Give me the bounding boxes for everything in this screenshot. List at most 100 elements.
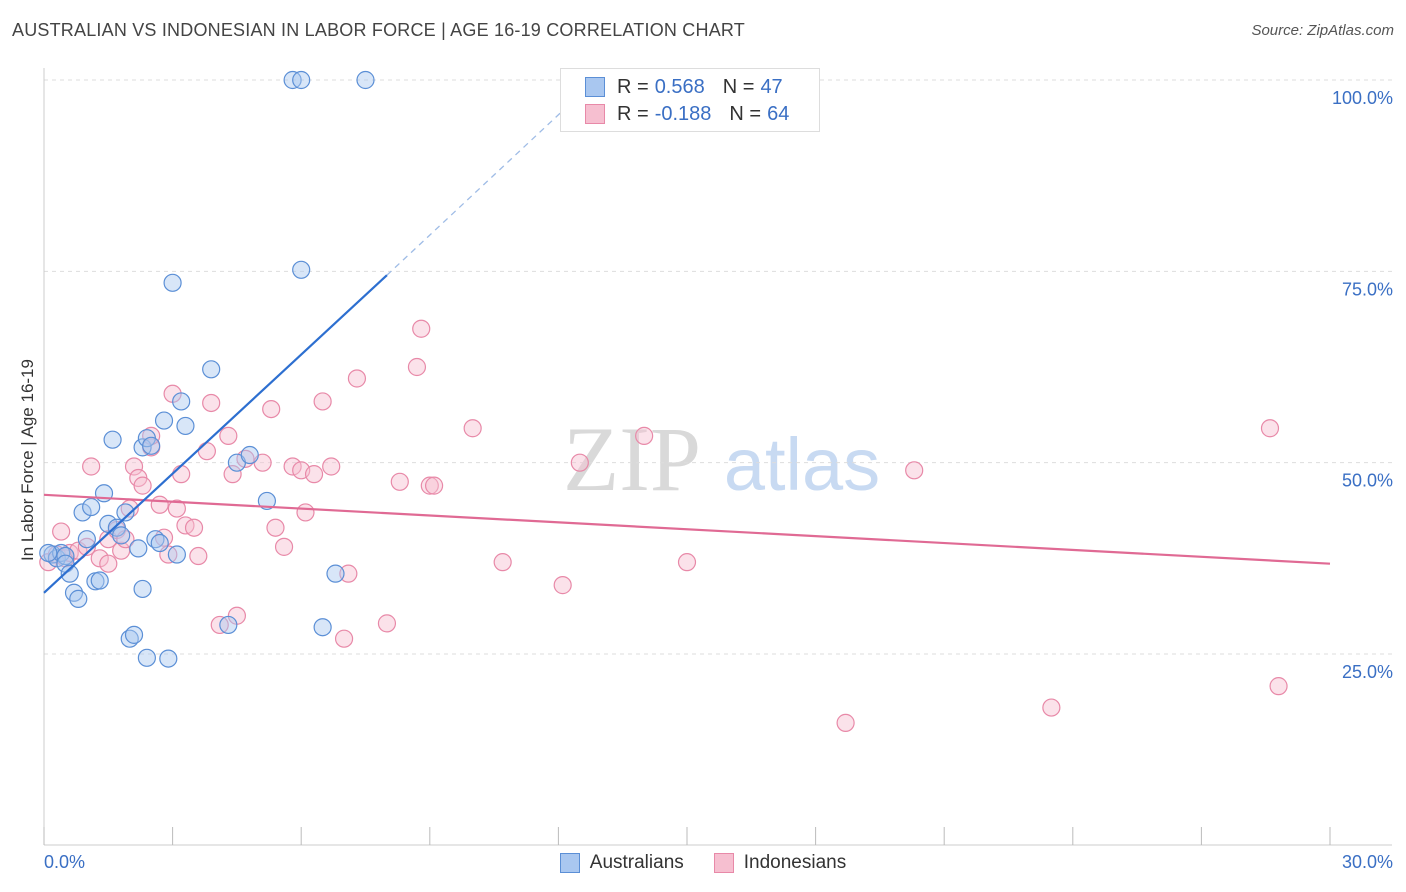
data-point <box>150 533 169 553</box>
legend-row-indonesians: R = -0.188 N = 64 <box>585 102 789 126</box>
data-point <box>223 465 242 484</box>
data-point <box>172 465 191 484</box>
australians-swatch <box>585 77 605 97</box>
r-value-australians: 0.568 <box>654 75 705 98</box>
data-point <box>1260 419 1280 438</box>
data-point <box>334 629 354 648</box>
data-point <box>112 526 131 545</box>
n-value-indonesians: 64 <box>767 102 790 125</box>
data-point <box>424 476 444 495</box>
data-point <box>420 476 439 495</box>
data-point <box>313 392 332 411</box>
australians-legend-swatch <box>559 853 580 873</box>
data-point <box>90 549 109 568</box>
data-point <box>56 546 75 566</box>
data-point <box>69 589 88 608</box>
australians-trend-extension <box>386 106 568 276</box>
data-point <box>116 503 135 522</box>
source-label: Source: ZipAtlas.com <box>1251 22 1394 39</box>
legend-australians-label: Australians <box>589 852 684 873</box>
legend-item-indonesians: Indonesians <box>713 852 846 874</box>
data-point <box>1042 698 1061 717</box>
data-point <box>159 649 178 668</box>
data-point <box>326 564 345 583</box>
data-point <box>905 461 924 480</box>
data-point <box>339 564 358 583</box>
data-point <box>77 530 96 549</box>
trend-lines <box>43 106 1331 594</box>
data-point <box>1269 677 1288 696</box>
x-max-label: 30.0% <box>1341 852 1393 872</box>
data-point <box>322 457 341 476</box>
data-point <box>377 614 397 633</box>
data-point <box>296 503 315 522</box>
n-label: N = <box>729 102 762 125</box>
data-point <box>292 260 311 279</box>
data-point <box>176 416 195 436</box>
data-point <box>103 430 122 449</box>
data-point <box>167 545 186 564</box>
data-point <box>124 625 144 644</box>
data-point <box>73 503 92 522</box>
data-point <box>283 457 302 476</box>
data-point <box>347 369 367 388</box>
data-point <box>570 453 589 472</box>
data-point <box>39 543 58 563</box>
data-point <box>257 491 277 511</box>
r-value-indonesians: -0.188 <box>654 102 712 125</box>
data-point <box>197 442 216 461</box>
indonesians-points <box>39 319 1288 732</box>
legend-item-australians: Australians <box>559 852 684 874</box>
data-point <box>390 472 409 491</box>
y-axis-label: In Labor Force | Age 16-19 <box>18 359 37 561</box>
y-tick-label: 75.0% <box>1342 279 1393 299</box>
data-point <box>99 554 118 573</box>
data-point <box>412 319 431 338</box>
australians-trend-line <box>43 274 388 594</box>
data-point <box>154 411 174 430</box>
data-point <box>493 553 512 572</box>
data-point <box>292 70 311 90</box>
chart-title: AUSTRALIAN VS INDONESIAN IN LABOR FORCE … <box>12 20 745 40</box>
data-point <box>189 546 208 566</box>
r-label: R = <box>617 102 649 125</box>
data-point <box>124 457 144 476</box>
data-point <box>836 713 855 732</box>
data-point <box>240 445 259 465</box>
indonesians-legend-swatch <box>713 853 734 873</box>
data-point <box>356 70 375 90</box>
y-tick-label: 25.0% <box>1342 662 1393 682</box>
legend-row-australians: R = 0.568 N = 47 <box>585 75 783 99</box>
series-legend: Australians Indonesians <box>0 852 1406 874</box>
r-label: R = <box>617 75 649 98</box>
y-tick-label: 50.0% <box>1342 471 1393 491</box>
data-point <box>184 518 204 537</box>
data-point <box>133 579 152 599</box>
data-point <box>77 537 96 556</box>
data-point <box>142 436 161 455</box>
data-point <box>266 518 285 537</box>
data-point <box>304 465 324 484</box>
data-point <box>219 615 238 635</box>
correlation-legend: R = 0.568 N = 47 R = -0.188 N = 64 <box>560 68 820 132</box>
australians-points <box>39 70 375 668</box>
x-min-label: 0.0% <box>44 852 86 872</box>
data-point <box>82 457 101 476</box>
data-point <box>167 499 186 518</box>
data-point <box>553 576 572 595</box>
grid-lines <box>44 79 1392 655</box>
data-point <box>262 399 281 419</box>
data-point <box>313 618 332 637</box>
data-point <box>60 564 79 583</box>
data-point <box>52 522 71 541</box>
axes <box>43 68 1392 846</box>
y-tick-label: 100.0% <box>1332 88 1393 108</box>
data-point <box>82 497 101 517</box>
data-point <box>172 392 191 411</box>
data-point <box>202 360 221 379</box>
data-point <box>219 426 238 445</box>
data-point <box>129 539 148 558</box>
indonesians-trend-line <box>43 493 1331 565</box>
data-point <box>677 553 697 572</box>
